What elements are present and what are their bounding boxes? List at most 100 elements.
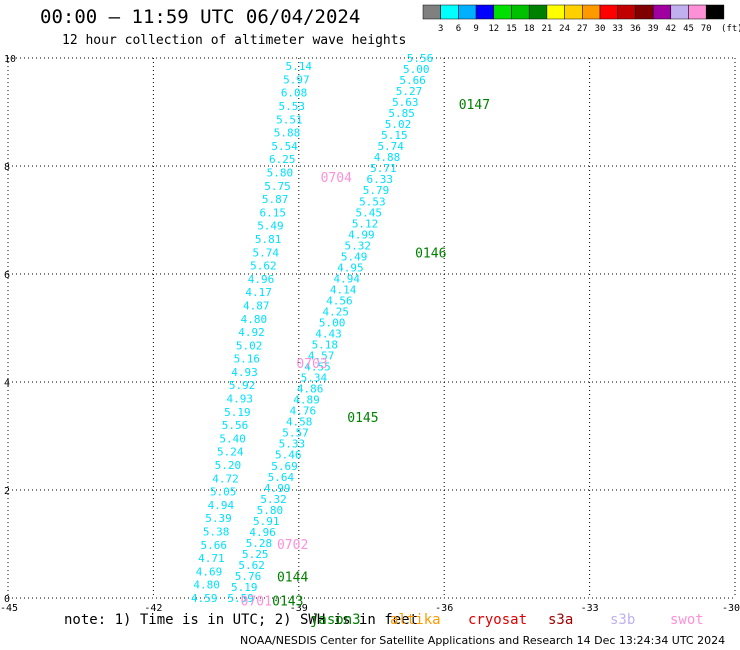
data-point-label: 4.56 — [326, 294, 353, 307]
colorbar-tick-label: 21 — [541, 24, 552, 34]
data-point-label: 5.75 — [264, 180, 291, 193]
data-point-label: 5.33 — [279, 438, 306, 451]
data-point-label: 5.51 — [276, 113, 303, 126]
colorbar-swatch — [528, 4, 548, 20]
footnote: note: 1) Time is in UTC; 2) SWH is in fe… — [64, 612, 419, 628]
data-point-label: 6.08 — [281, 87, 308, 100]
data-point-label: 5.02 — [385, 118, 412, 131]
data-point-label: 4.71 — [198, 552, 225, 565]
colorbar-tick-label: 15 — [506, 24, 517, 34]
x-tick-label: -33 — [581, 603, 599, 614]
data-point-label: 5.49 — [341, 250, 368, 263]
data-point-label: 5.54 — [271, 140, 298, 153]
data-point-label: 5.63 — [392, 96, 419, 109]
data-point-label: 5.20 — [215, 459, 242, 472]
data-point-label: 5.59 — [227, 592, 254, 605]
data-point-label: 5.00 — [403, 63, 430, 76]
y-tick-label: 4 — [4, 378, 10, 389]
pass-label: 0144 — [277, 570, 308, 585]
colorbar-swatch — [493, 4, 512, 20]
data-point-label: 5.79 — [363, 184, 390, 197]
data-point-label: 5.32 — [345, 239, 372, 252]
colorbar-tick-label: 9 — [473, 24, 478, 34]
colorbar-swatch — [688, 4, 707, 20]
data-point-label: 4.72 — [212, 472, 239, 485]
data-point-label: 5.80 — [267, 166, 294, 179]
data-point-label: 4.94 — [208, 499, 235, 512]
pass-label: 0143 — [272, 595, 303, 610]
data-point-label: 6.15 — [260, 206, 287, 219]
pass-label: 0703 — [296, 357, 327, 372]
data-point-label: 4.99 — [264, 482, 291, 495]
colorbar-swatch — [705, 4, 725, 20]
chart-title: 00:00 – 11:59 UTC 06/04/2024 — [40, 6, 361, 28]
data-point-label: 4.80 — [241, 313, 268, 326]
y-tick-label: 0 — [4, 594, 10, 605]
data-point-label: 5.71 — [370, 162, 397, 175]
colorbar-swatch — [582, 4, 601, 20]
y-tick-label: 8 — [4, 162, 10, 173]
data-point-label: 5.53 — [359, 195, 386, 208]
data-point-label: 4.93 — [226, 393, 253, 406]
data-point-label: 5.38 — [203, 526, 230, 539]
data-point-label: 5.56 — [407, 52, 434, 65]
data-point-label: 5.46 — [275, 449, 302, 462]
colorbar-swatch — [511, 4, 530, 20]
mission-altika: altika — [390, 612, 441, 628]
mission-s3a: s3a — [548, 612, 574, 628]
data-point-label: 5.76 — [235, 570, 262, 583]
data-point-label: 5.25 — [242, 548, 269, 561]
data-point-label: 5.16 — [234, 353, 261, 366]
data-point-label: 4.87 — [243, 299, 270, 312]
data-point-label: 5.40 — [219, 432, 246, 445]
data-point-label: 5.88 — [274, 127, 301, 140]
pass-label: 0702 — [277, 538, 308, 553]
data-point-label: 4.94 — [334, 272, 361, 285]
colorbar-tick-label: 36 — [630, 24, 641, 34]
data-point-label: 5.34 — [301, 372, 328, 385]
data-point-label: 5.24 — [217, 446, 244, 459]
pass-label: 0146 — [415, 246, 446, 261]
data-point-label: 5.15 — [381, 129, 408, 142]
credit-line: NOAA/NESDIS Center for Satellite Applica… — [240, 634, 726, 647]
data-point-label: 4.86 — [297, 383, 324, 396]
data-point-label: 5.64 — [268, 471, 295, 484]
data-point-label: 5.32 — [260, 493, 287, 506]
colorbar-tick-label: 30 — [595, 24, 606, 34]
x-tick-label: -30 — [722, 603, 740, 614]
colorbar-tick-label: 12 — [488, 24, 499, 34]
colorbar-swatch — [564, 4, 583, 20]
data-point-label: 6.25 — [269, 153, 296, 166]
data-point-label: 5.27 — [396, 85, 423, 98]
data-point-label: 6.33 — [366, 173, 393, 186]
chart-subtitle: 12 hour collection of altimeter wave hei… — [62, 33, 407, 48]
data-point-label: 5.49 — [257, 220, 284, 233]
data-point-label: 5.05 — [210, 486, 237, 499]
data-point-label: 5.66 — [200, 539, 227, 552]
mission-cryosat: cryosat — [468, 612, 528, 628]
data-point-label: 4.92 — [238, 326, 265, 339]
data-point-label: 4.76 — [290, 405, 317, 418]
data-point-label: 5.28 — [246, 537, 273, 550]
data-point-label: 5.19 — [224, 406, 251, 419]
colorbar-tick-label: 33 — [612, 24, 623, 34]
pass-label: 0701 — [241, 595, 272, 610]
mission-s3b: s3b — [610, 612, 636, 628]
data-point-label: 4.58 — [286, 416, 313, 429]
data-point-label: 5.62 — [250, 260, 277, 273]
data-point-label: 4.80 — [193, 579, 220, 592]
colorbar-swatch — [546, 4, 565, 20]
data-point-label: 5.91 — [253, 515, 280, 528]
data-point-label: 5.97 — [283, 73, 310, 86]
data-point-label: 5.69 — [271, 460, 298, 473]
data-point-label: 4.93 — [231, 366, 258, 379]
colorbar-swatch — [475, 4, 495, 20]
colorbar-tick-label: 39 — [648, 24, 659, 34]
data-point-label: 4.43 — [315, 328, 342, 341]
data-point-label: 4.25 — [323, 305, 350, 318]
mission-jason3: jason3 — [310, 612, 361, 628]
colorbar-tick-label: 27 — [577, 24, 588, 34]
data-point-label: 5.56 — [222, 419, 249, 432]
x-tick-label: -36 — [435, 603, 453, 614]
colorbar-tick-label: 45 — [683, 24, 694, 34]
